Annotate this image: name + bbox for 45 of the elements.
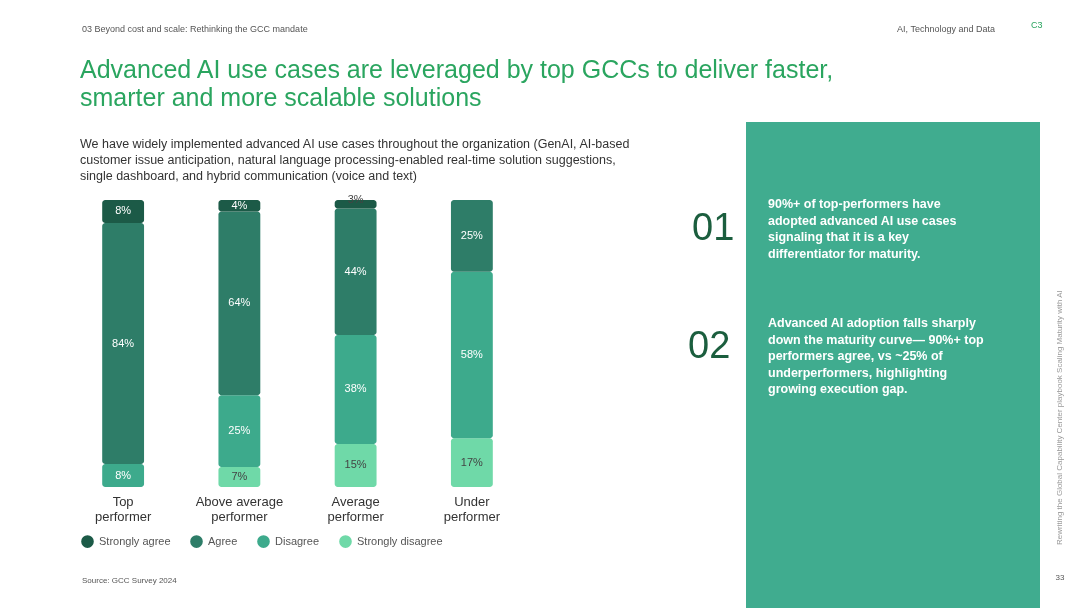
data-label: 8% [115,468,132,481]
text: AI, Technology and Data [897,24,995,34]
bar [102,222,145,465]
text: Rewriting the Global Capability Center playbook Scaling Maturity with AI [1055,290,1064,545]
text: 03 Beyond cost and scale: Rethinking the GCC mandate [82,24,308,34]
x-tick-label: Top performer [94,493,152,524]
text: Advanced AI adoption falls sharply down the maturity curve— 90%+ top performers agree, vs ~25% of underperformers, highlighting growing execution gap. [768,316,985,396]
data-label: 8% [115,204,132,217]
text: 02 [688,324,731,366]
bar [218,466,261,487]
legend-label: Strongly agree [99,534,171,547]
chart-subtitle: We have widely implemented advanced AI use cases throughout the organization (GenAI, AI-based customer issue anticipation, natural language processing-enabled real-time solution suggestions, single dashboard, and hybrid communication (voice and text) [80,137,630,183]
bar [218,211,261,396]
x-tick-label: Above average performer [195,493,284,524]
bar [450,438,493,487]
data-label: 64% [228,296,251,309]
data-label: 15% [344,458,367,471]
text: 33 [1055,573,1065,582]
chart-title: Advanced AI use cases are leveraged by top GCCs to deliver faster, smarter and more scalable solutions [80,55,834,111]
data-label: 44% [344,264,367,277]
legend-label: Agree [208,534,238,547]
bar [334,208,377,335]
bar [450,271,493,439]
legend-label: Disagree [275,534,320,547]
bar [102,200,145,223]
data-label: 25% [460,228,484,241]
legend-label: Strongly disagree [357,534,443,547]
data-label: 17% [460,455,484,468]
text: C3 [1031,20,1043,30]
bar [450,200,493,272]
bar [334,334,377,444]
bar [102,464,145,487]
bar [334,443,377,487]
text: 90%+ of top-performers have adopted advanced AI use cases signaling that it is a key differentiator for maturity. [768,197,957,261]
x-tick-label: Under performer [443,493,501,524]
data-label: 7% [231,469,248,482]
data-label: 4% [231,198,248,211]
data-label: 58% [460,347,484,360]
source-note: Source: GCC Survey 2024 [82,576,178,585]
x-tick-label: Average performer [327,493,385,524]
text: 01 [692,206,735,248]
data-label: 38% [344,382,367,395]
bar [218,395,261,467]
data-label: 25% [228,424,251,437]
data-label: 84% [112,336,135,349]
